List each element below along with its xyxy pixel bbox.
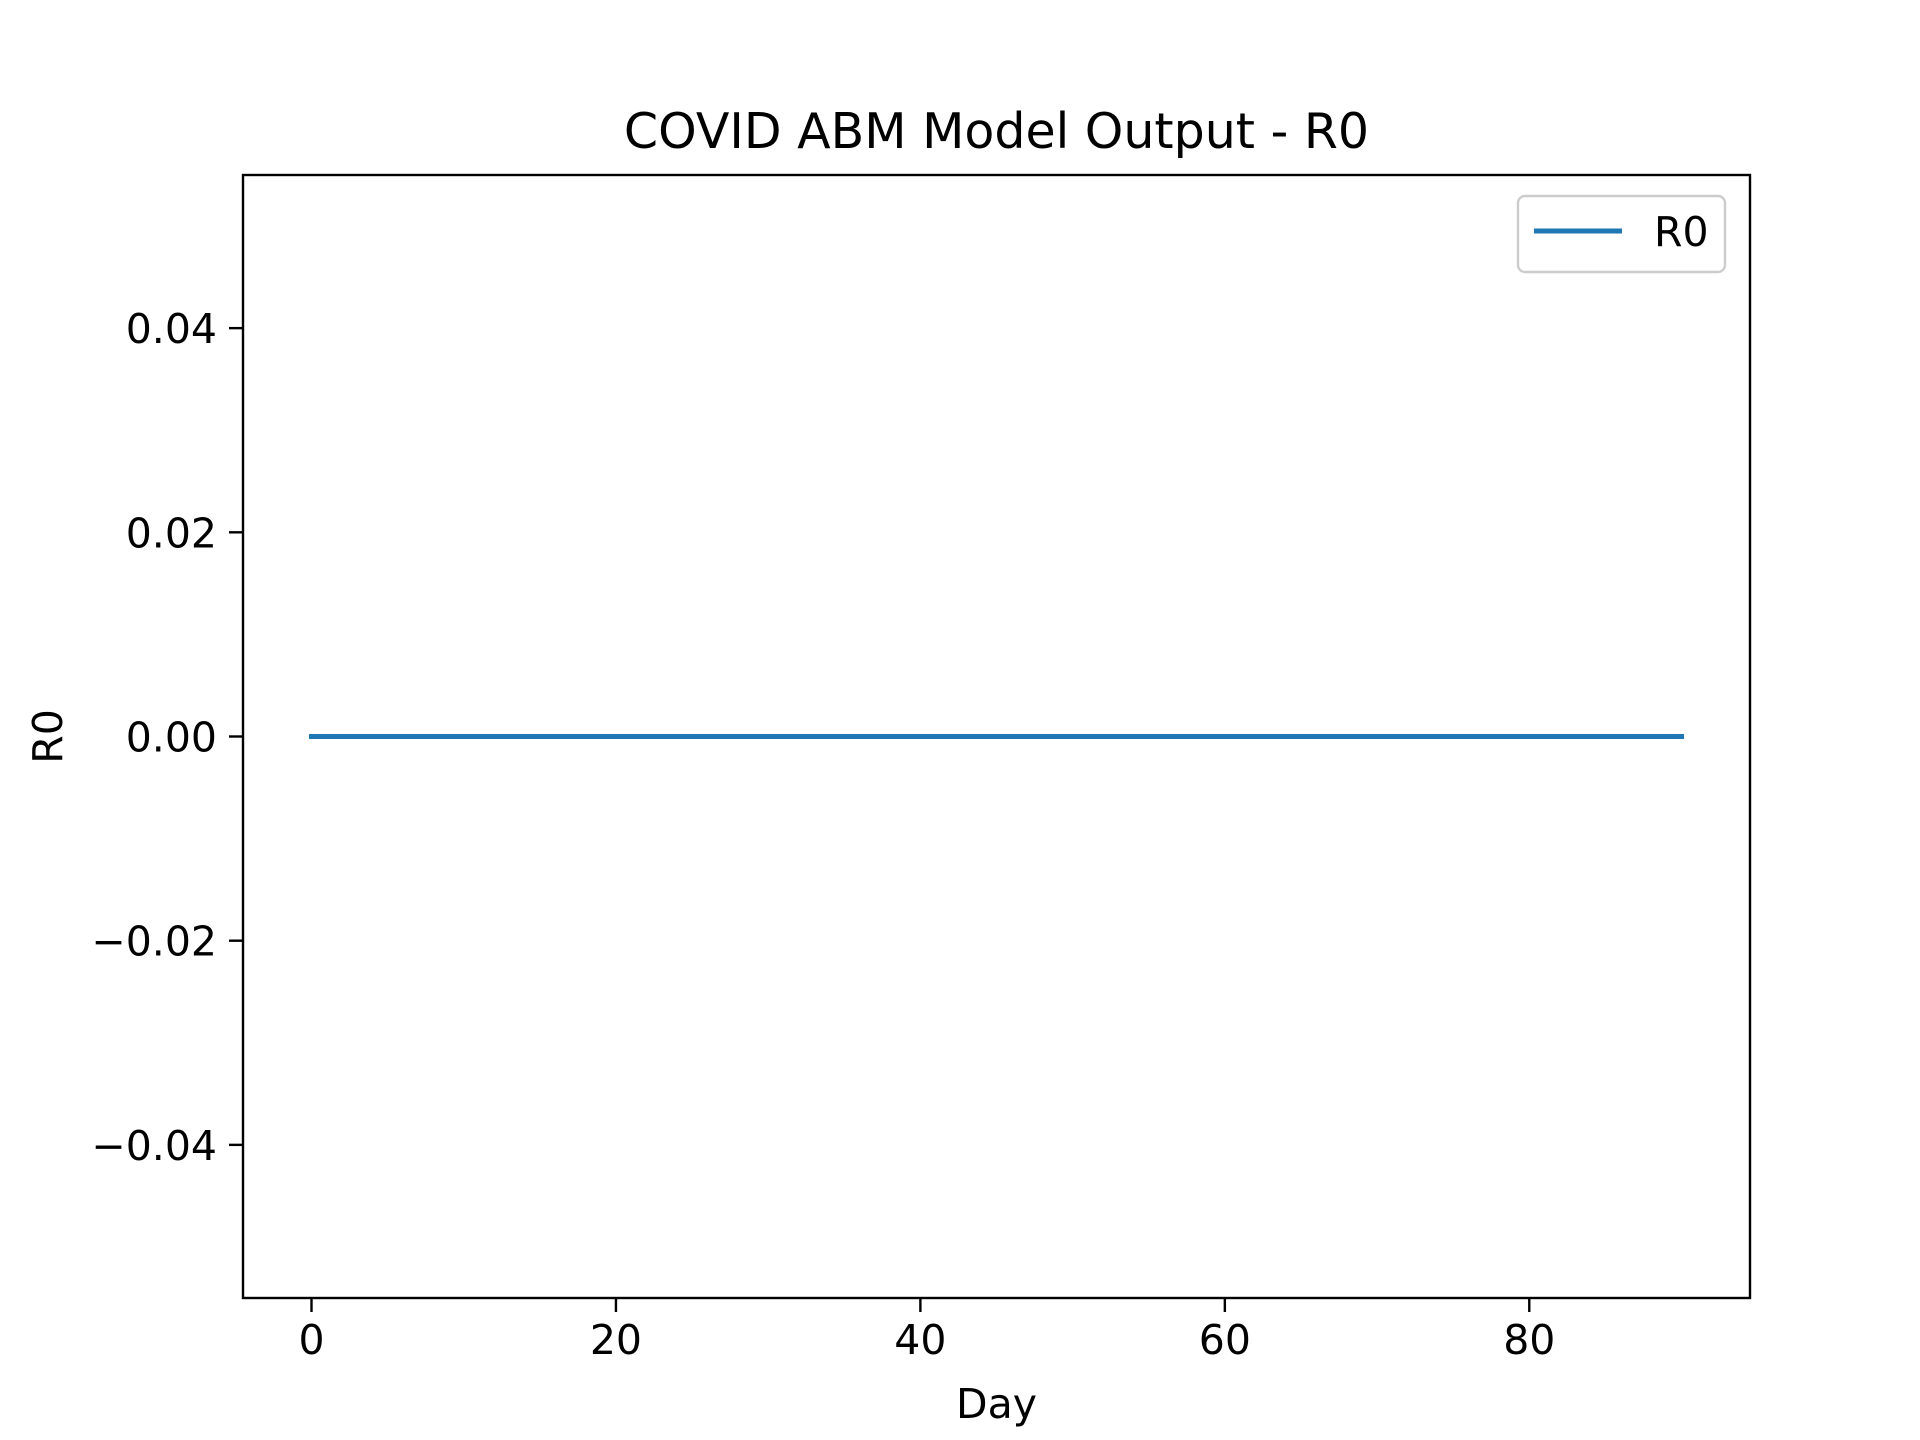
- x-tick-label: 60: [1199, 1316, 1251, 1364]
- plot-frame: [241, 173, 1752, 1300]
- y-tick-label: 0.04: [126, 305, 217, 353]
- legend-label-r0: R0: [1654, 208, 1709, 256]
- y-axis-label: R0: [24, 709, 72, 764]
- x-tick-label: 80: [1503, 1316, 1555, 1364]
- y-tick-label: −0.04: [91, 1122, 217, 1170]
- x-tick-label: 0: [298, 1316, 324, 1364]
- legend: R0: [1516, 194, 1727, 274]
- x-tick-label: 40: [894, 1316, 946, 1364]
- legend-box: [1516, 194, 1727, 274]
- x-axis-label: Day: [956, 1380, 1037, 1428]
- x-tick-label: 20: [590, 1316, 642, 1364]
- y-tick-label: −0.02: [91, 918, 217, 966]
- y-tick-label: 0.02: [126, 509, 217, 557]
- x-axis-ticks: 0 20 40 60 80: [298, 1298, 1555, 1364]
- y-tick-label: 0.00: [126, 714, 217, 762]
- chart-title: COVID ABM Model Output - R0: [624, 103, 1369, 160]
- y-axis-ticks: −0.04 −0.02 0.00 0.02 0.04: [91, 305, 243, 1170]
